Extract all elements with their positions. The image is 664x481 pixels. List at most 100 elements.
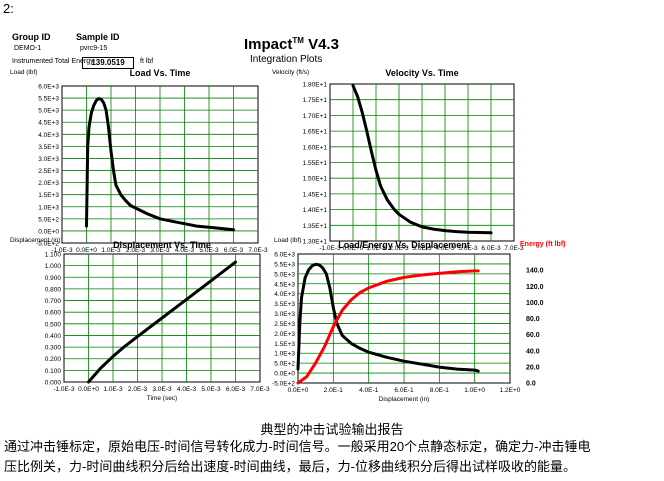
chart1-y-tick-label: -5.0E+2 [36, 241, 59, 248]
chart2-y-tick-label: 1.65E+1 [303, 129, 328, 136]
chart4-y2-tick-label: 20.0 [526, 364, 540, 371]
chart3-x-tick-label: 6.0E-3 [226, 386, 246, 393]
chart1-y-tick-label: 3.5E+3 [38, 144, 59, 151]
chart4-series-1-line [296, 262, 480, 373]
chart3-x-axis-label: Time (sec) [147, 395, 177, 402]
chart2-y-tick-label: 1.80E+1 [303, 82, 328, 89]
chart1-y-tick-label: 2.0E+3 [38, 180, 59, 187]
chart3-y-tick-label: 0.200 [45, 356, 62, 363]
chart4-y2-tick-label: 60.0 [526, 332, 540, 339]
chart3-y-tick-label: 0.900 [45, 275, 62, 282]
top-label: 2: [3, 1, 14, 16]
chart4-y-axis-label: Load (lbf) [274, 237, 301, 244]
chart4-y-tick-label: 2.5E+3 [274, 321, 295, 328]
chart4-y2-tick-label: 40.0 [526, 348, 540, 355]
chart4-y-tick-label: 2.0E+3 [274, 331, 295, 338]
chart4-y-tick-label: 4.0E+3 [274, 291, 295, 298]
chart2-x-tick-label: 5.0E-3 [458, 245, 478, 252]
chart1-x-tick-label: 5.0E-3 [199, 247, 219, 254]
chart4-y-tick-label: 5.5E+3 [274, 261, 295, 268]
chart1-series-1-line [85, 97, 235, 232]
chart1-x-tick-label: 2.0E-3 [126, 247, 146, 254]
report-caption: 典型的冲击试验输出报告 [260, 422, 404, 437]
chart1-x-tick-label: 7.0E-3 [248, 247, 268, 254]
chart2-x-tick-label: 2.0E-3 [389, 245, 409, 252]
chart4-y-tick-label: 3.5E+3 [274, 301, 295, 308]
app-title-version: V4.3 [303, 36, 339, 53]
chart2-title: Velocity Vs. Time [385, 68, 458, 78]
chart4-y-tick-label: 3.0E+3 [274, 311, 295, 318]
chart2-x-tick-label: 7.0E-3 [504, 245, 524, 252]
chart4-title: Load/Energy Vs. Displacement [338, 240, 470, 250]
chart4-x-tick-label: 4.0E-1 [359, 387, 379, 394]
chart2-y-tick-label: 1.45E+1 [303, 191, 328, 198]
chart2-y-tick-label: 1.70E+1 [303, 113, 328, 120]
chart3-x-tick-label: 3.0E-3 [152, 386, 172, 393]
chart1-y-tick-label: 6.0E+3 [38, 84, 59, 91]
chart1-title: Load Vs. Time [130, 68, 191, 78]
chart1-y-tick-label: 5.0E+3 [38, 108, 59, 115]
chart4-x-axis-label: Displacement (in) [379, 396, 430, 403]
chart1-x-tick-label: 4.0E-3 [175, 247, 195, 254]
chart3-y-tick-label: 0.600 [45, 310, 62, 317]
chart1-y-tick-label: 1.0E+3 [38, 204, 59, 211]
report-panel: Group ID DEMO-1 Sample ID pvrc9-15 Instr… [0, 28, 664, 416]
chart2-x-tick-label: 6.0E-3 [481, 245, 501, 252]
chart1-x-tick-label: 1.0E-3 [101, 247, 121, 254]
chart3-y-tick-label: 0.400 [45, 333, 62, 340]
chart3-y-tick-label: 0.700 [45, 298, 62, 305]
description-line-2: 压比例关，力-时间曲线积分后给出速度-时间曲线，最后，力-位移曲线积分后得出试样… [4, 459, 576, 474]
chart3-x-tick-label: 7.0E-3 [250, 386, 270, 393]
chart4-series-2-line [296, 269, 480, 385]
chart4-x-tick-label: 0.0E+0 [288, 387, 309, 394]
chart4-x-tick-label: 2.0E-1 [324, 387, 344, 394]
chart3-y-tick-label: 1.000 [45, 263, 62, 270]
chart4-y2-axis-label: Energy (ft lbf) [520, 241, 566, 248]
group-id-value: DEMO-1 [14, 45, 42, 52]
chart3-title: Displacement Vs. Time [113, 240, 211, 250]
chart2-x-tick-label: 0.0E+0 [343, 245, 364, 252]
chart4-y2-tick-label: 80.0 [526, 316, 540, 323]
chart4-y-tick-label: 1.0E+3 [274, 351, 295, 358]
chart3-y-tick-label: 1.100 [45, 252, 62, 259]
chart3-y-tick-label: 0.100 [45, 368, 62, 375]
chart3-series-1-line [87, 260, 237, 384]
chart4-y2-tick-label: 120.0 [526, 284, 544, 291]
chart2-y-tick-label: 1.50E+1 [303, 176, 328, 183]
app-subtitle: Integration Plots [250, 54, 323, 65]
chart2-y-tick-label: 1.40E+1 [303, 207, 328, 214]
chart2-y-tick-label: 1.60E+1 [303, 144, 328, 151]
chart2-y-tick-label: 1.75E+1 [303, 97, 328, 104]
chart1-y-axis-label: Load (lbf) [10, 69, 37, 76]
chart2-x-tick-label: 1.0E-3 [366, 245, 386, 252]
chart1-y-tick-label: 1.5E+3 [38, 192, 59, 199]
chart4-y-tick-label: 5.0E+2 [274, 361, 295, 368]
chart4-x-tick-label: 6.0E-1 [394, 387, 414, 394]
app-title-name: Impact [244, 36, 293, 53]
chart3-y-tick-label: 0.000 [45, 380, 62, 387]
chart4-y-tick-label: -5.0E+2 [272, 381, 295, 388]
chart3-x-tick-label: 0.0E+0 [78, 386, 99, 393]
chart1-y-tick-label: 3.0E+3 [38, 156, 59, 163]
chart3-y-tick-label: 0.500 [45, 321, 62, 328]
chart2-x-tick-label: -1.0E-3 [319, 245, 341, 252]
energy-unit: ft lbf [140, 58, 154, 65]
chart2-y-tick-label: 1.55E+1 [303, 160, 328, 167]
chart2-x-tick-label: 4.0E-3 [435, 245, 455, 252]
chart2-y-axis-label: Velocity (ft/s) [272, 69, 309, 76]
chart1-y-tick-label: 4.5E+3 [38, 120, 59, 127]
chart2-y-tick-label: 1.35E+1 [303, 223, 328, 230]
chart4-y2-tick-label: 100.0 [526, 300, 544, 307]
charts-svg: -5.0E+20.0E+05.0E+21.0E+31.5E+32.0E+32.5… [10, 68, 566, 403]
chart1-y-tick-label: 5.0E+2 [38, 216, 59, 223]
chart3-x-tick-label: 1.0E-3 [103, 386, 123, 393]
energy-label: Instrumented Total Energy [12, 58, 94, 65]
chart2-x-tick-label: 3.0E-3 [412, 245, 432, 252]
chart3-y-axis-label: Displacement (in) [10, 237, 61, 244]
chart1-y-tick-label: 4.0E+3 [38, 132, 59, 139]
chart3-x-tick-label: 5.0E-3 [201, 386, 221, 393]
chart4-y-tick-label: 5.0E+3 [274, 271, 295, 278]
chart2-series-1-line [351, 84, 493, 235]
chart1-x-tick-label: 0.0E+0 [76, 247, 97, 254]
chart3-y-tick-label: 0.800 [45, 286, 62, 293]
